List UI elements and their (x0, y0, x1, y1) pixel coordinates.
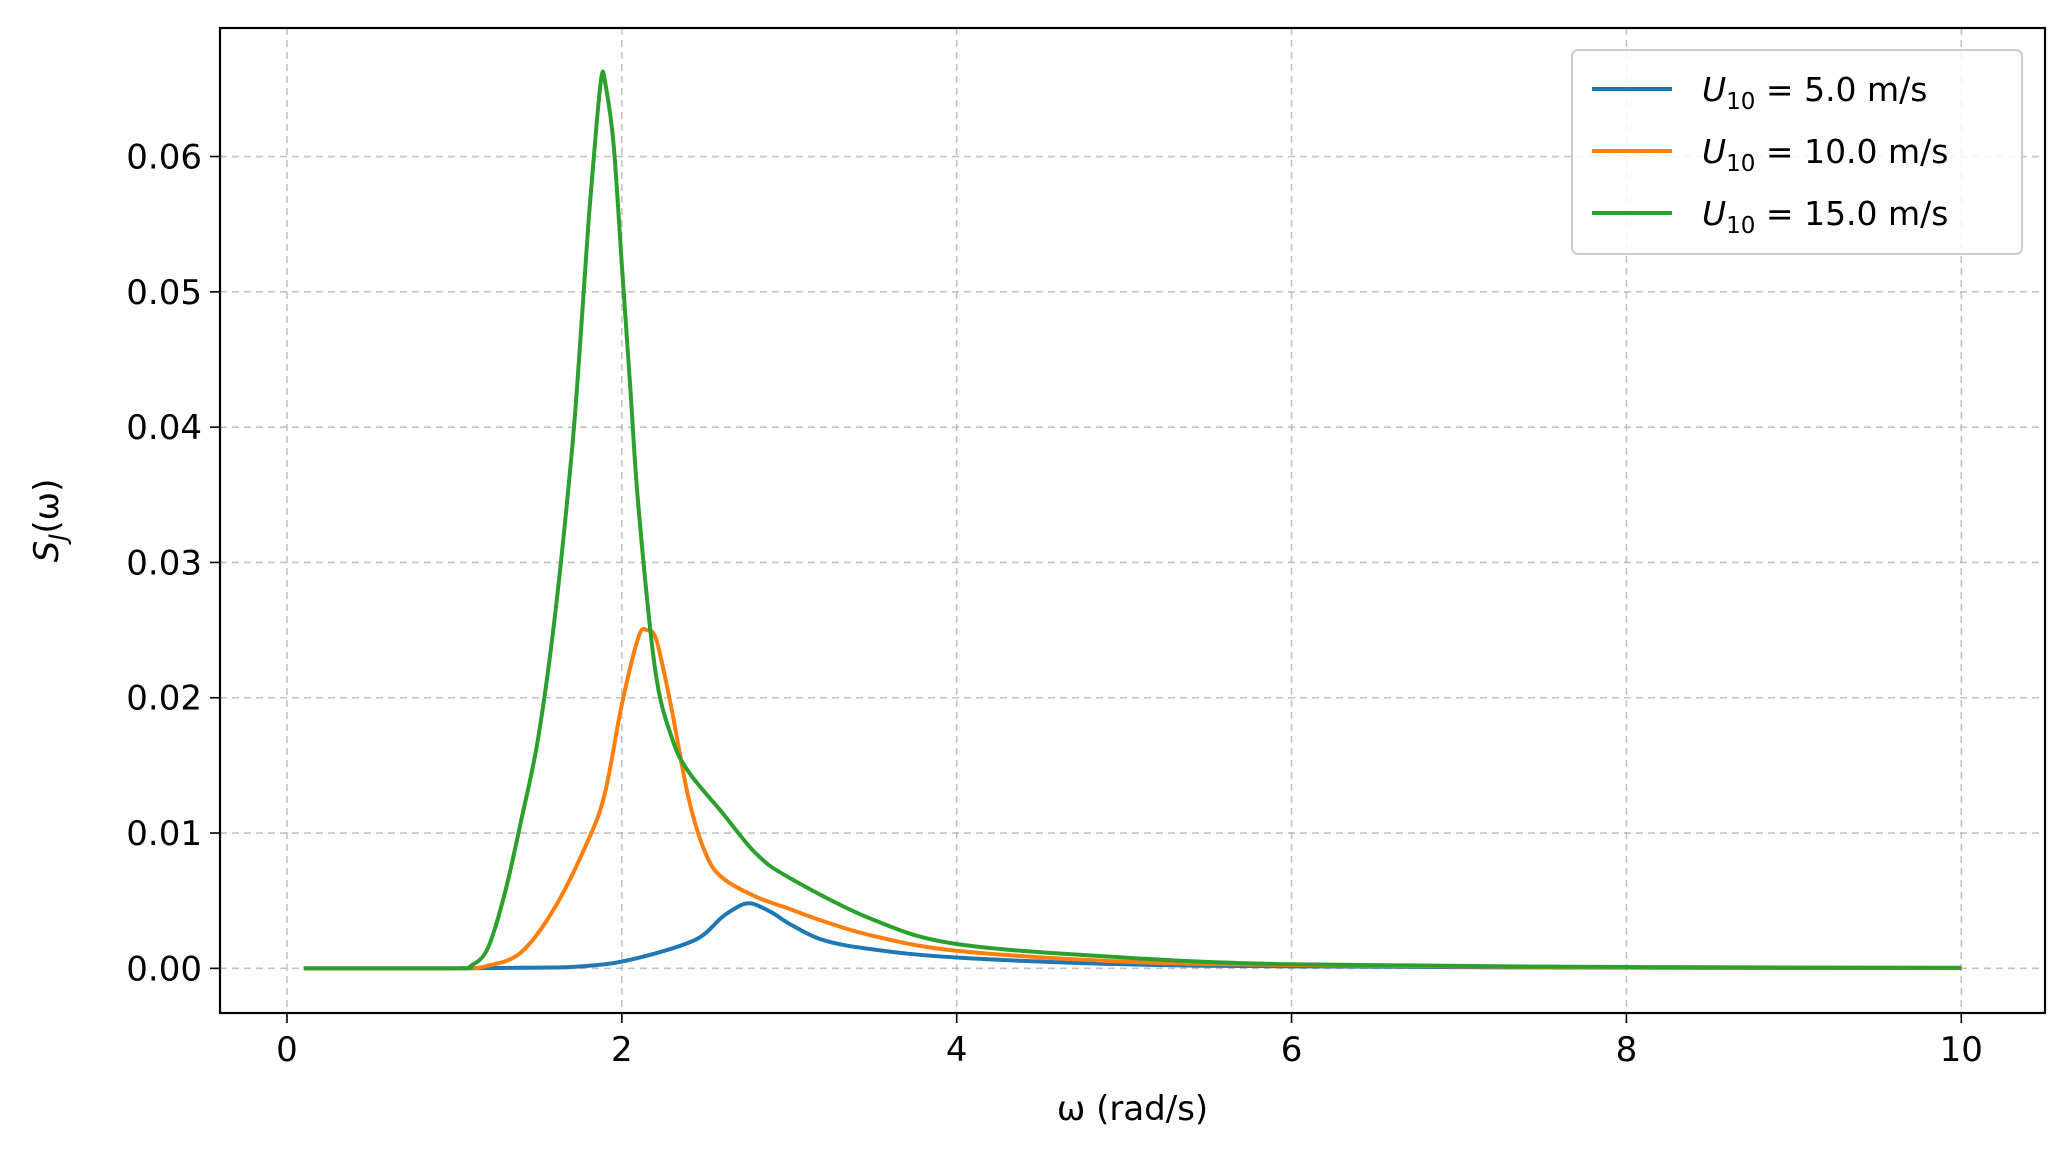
legend-box (1571, 49, 2023, 255)
x-tick-label: 8 (1616, 1030, 1638, 1070)
legend: U10 = 5.0 m/s U10 = 10.0 m/s U10 = 15.0 m/… (1571, 49, 2023, 255)
y-tick-label: 0.05 (126, 273, 202, 313)
x-tick-label: 6 (1281, 1030, 1303, 1070)
y-tick-label: 0.04 (126, 408, 202, 448)
grid (220, 28, 2045, 1013)
y-tick-label: 0.01 (126, 814, 202, 854)
legend-label-2: U10 = 15.0 m/s (1702, 194, 1949, 239)
y-tick-label: 0.06 (126, 138, 202, 178)
axes-frame (218, 26, 2047, 1015)
y-tick-label: 0.00 (126, 949, 202, 989)
y-tick-label: 0.02 (126, 679, 202, 719)
x-tick-label: 2 (611, 1030, 633, 1070)
legend-label-0: U10 = 5.0 m/s (1702, 70, 1928, 115)
series-line-2 (303, 69, 1962, 971)
series-group (303, 69, 1962, 971)
ticks: 0 2 4 6 8 10 0.00 0.01 0.02 0.03 0.04 0.05 0.06 (126, 138, 1983, 1070)
x-tick-label: 10 (1940, 1030, 1983, 1070)
x-tick-label: 0 (276, 1030, 298, 1070)
legend-label-1: U10 = 10.0 m/s (1702, 132, 1949, 177)
y-axis-label: SJ(ω) (27, 479, 72, 563)
x-axis-label: ω (rad/s) (1057, 1089, 1208, 1129)
y-tick-label: 0.03 (126, 543, 202, 583)
x-tick-label: 4 (946, 1030, 968, 1070)
